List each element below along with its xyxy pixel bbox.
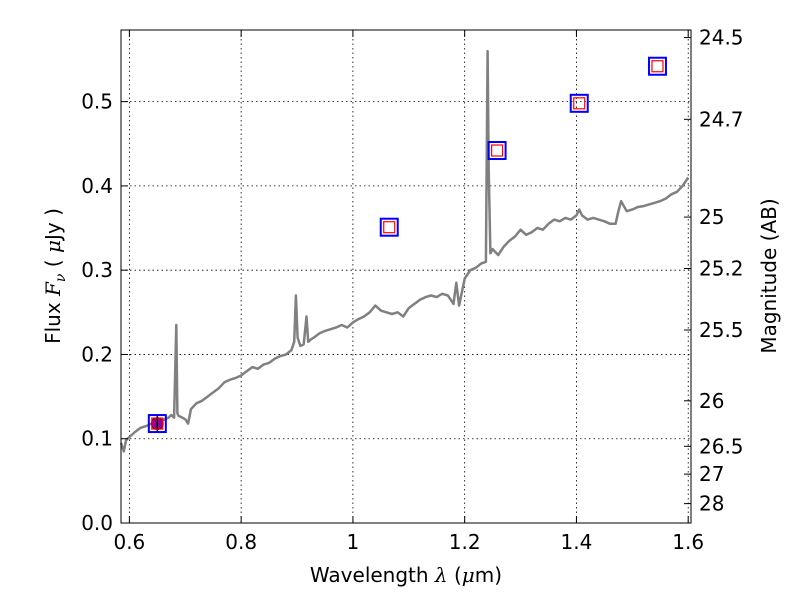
x-tick-label: 1.4 <box>561 530 593 554</box>
x-axis-ticks: 0.6 0.8 1 1.2 1.4 1.6 <box>113 30 704 554</box>
y2-tick-label: 24.5 <box>699 26 744 50</box>
y2-tick-label: 26 <box>699 389 724 413</box>
y2-tick-label: 25.5 <box>699 318 744 342</box>
spectrum-series <box>119 49 690 453</box>
y2-tick-label: 26.5 <box>699 434 744 458</box>
photometry-point-inner <box>490 144 504 157</box>
y-tick-label: 0.0 <box>81 511 113 535</box>
photometry-point-outer <box>647 56 667 76</box>
x-axis-label: Wavelength λ (μm) <box>310 563 502 587</box>
photometry-point-inner <box>573 97 586 110</box>
y-tick-label: 0.2 <box>81 342 113 366</box>
y2-tick-label: 24.7 <box>699 107 744 131</box>
y-axis-label: Flux Fν ( μJy ) <box>41 208 69 344</box>
x-tick-label: 0.6 <box>113 530 145 554</box>
photometry-point-outer <box>487 141 507 161</box>
spectrum-line <box>119 49 690 453</box>
photometry-series <box>147 56 667 434</box>
x-tick-label: 1 <box>347 530 360 554</box>
photometry-point-inner <box>651 60 664 73</box>
photometry-point-inner <box>151 417 164 430</box>
y-tick-label: 0.1 <box>81 427 113 451</box>
x-tick-label: 1.6 <box>672 530 704 554</box>
y-tick-label: 0.5 <box>81 90 113 114</box>
y-tick-label: 0.4 <box>81 174 113 198</box>
photometry-point-outer <box>569 93 589 113</box>
y-axis-ticks: 0.0 0.1 0.2 0.3 0.4 0.5 <box>81 90 128 535</box>
y2-axis-label: Magnitude (AB) <box>757 198 781 353</box>
y2-tick-label: 25.2 <box>699 256 744 280</box>
plot-frame <box>120 29 692 524</box>
photometry-point-inner <box>383 221 396 234</box>
x-tick-label: 0.8 <box>225 530 257 554</box>
y2-tick-label: 28 <box>699 492 724 516</box>
photometry-point-outer <box>147 414 167 434</box>
x-tick-label: 1.2 <box>449 530 481 554</box>
y-tick-label: 0.3 <box>81 258 113 282</box>
grid-lines <box>121 30 691 523</box>
y2-tick-label: 27 <box>699 462 724 486</box>
y2-tick-label: 25 <box>699 205 724 229</box>
y2-axis-ticks: 24.5 24.7 25 25.2 25.5 26 26.5 27 28 <box>684 26 744 516</box>
photometry-point-outer <box>379 217 399 237</box>
